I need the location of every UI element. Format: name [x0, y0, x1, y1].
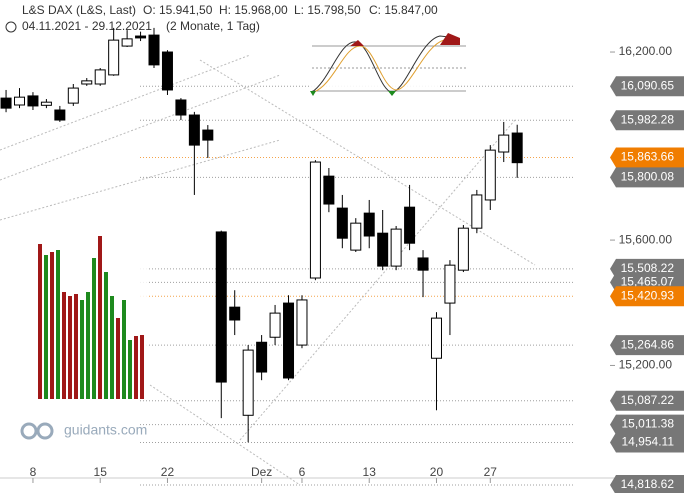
watermark-logo: [20, 422, 54, 440]
price-tag-label: 15,800.08: [621, 170, 675, 184]
volume-inset: [36, 236, 148, 400]
candle-body: [498, 134, 510, 153]
x-tick-label: Dez: [251, 465, 272, 479]
candle-body: [377, 232, 389, 267]
candle-body: [242, 349, 254, 416]
trend-lines: [0, 54, 536, 486]
candle-body: [14, 96, 26, 106]
candle-body: [81, 80, 93, 85]
candle-body: [27, 95, 39, 107]
watermark: guidants.com: [64, 422, 147, 438]
price-tag-label: 15,863.66: [621, 150, 675, 164]
candle-body: [121, 38, 133, 47]
ohlc-open: O: 15.941,50: [143, 3, 213, 17]
x-tick-label: 22: [161, 465, 175, 479]
price-tag: [610, 474, 684, 493]
candle-body: [215, 231, 227, 383]
price-tag-label: 15,508.22: [621, 261, 675, 275]
subtitle-note: (2 Monate, 1 Tag): [166, 19, 260, 33]
candle-body: [229, 306, 241, 321]
ohlc-high: H: 15.968,00: [219, 3, 288, 17]
oscillator-inset: [310, 30, 466, 102]
candle-body: [457, 227, 469, 271]
candle-body: [256, 341, 268, 373]
price-tag-label: 15,420.93: [621, 288, 675, 302]
candle-body: [188, 114, 200, 146]
price-tag-label: 14,954.11: [622, 435, 675, 449]
price-tag: [610, 147, 684, 168]
price-tag: [610, 414, 684, 435]
y-tick-label: 16,200.00: [619, 44, 673, 58]
price-tag-label: 15,011.38: [622, 417, 675, 431]
candle-body: [484, 149, 496, 201]
price-tag-label: 15,264.86: [621, 337, 675, 351]
x-tick-label: 8: [30, 465, 37, 479]
price-tag-label: 15,087.22: [621, 393, 675, 407]
candle-body: [54, 109, 66, 121]
chart-title: L&S DAX (L&S, Last): [22, 3, 136, 17]
price-tag: [610, 110, 684, 131]
ohlc-close: C: 15.847,00: [369, 3, 438, 17]
candle-body: [108, 39, 120, 76]
x-tick-label: 20: [430, 465, 444, 479]
candle-body: [430, 317, 442, 359]
x-tick-label: 15: [94, 465, 108, 479]
price-tag: [610, 76, 684, 97]
candle-body: [0, 97, 12, 109]
ohlc-low: L: 15.798,50: [294, 3, 361, 17]
price-tag: [610, 335, 684, 356]
candle-body: [175, 99, 187, 116]
x-tick-label: 27: [484, 465, 498, 479]
candle-body: [269, 312, 281, 338]
candle-body: [309, 161, 321, 279]
x-tick-label: 6: [299, 465, 306, 479]
candle-body: [471, 194, 483, 229]
candle-body: [135, 35, 147, 39]
price-tag-label: 15,982.28: [621, 112, 675, 126]
candle-body: [511, 132, 523, 164]
candle-body: [417, 257, 429, 271]
candle-body: [40, 101, 52, 106]
x-tick-label: 13: [363, 465, 377, 479]
price-tag: [610, 390, 684, 411]
chart-subtitle: 04.11.2021 - 29.12.2021: [22, 19, 152, 33]
y-tick-label: 15,600.00: [619, 232, 673, 246]
candle-body: [94, 69, 106, 85]
candle-body: [336, 207, 348, 239]
candle-body: [323, 175, 335, 205]
clock-icon: [5, 21, 17, 33]
candle-body: [363, 212, 375, 237]
candle-body: [283, 302, 295, 379]
candle-body: [404, 206, 416, 244]
price-tag: [610, 432, 684, 453]
candle-body: [67, 87, 79, 104]
candle-body: [350, 222, 362, 251]
candle-body: [202, 129, 214, 141]
candle-body: [444, 264, 456, 304]
candle-body: [390, 228, 402, 267]
price-tag-label: 14,818.62: [621, 477, 675, 491]
y-tick-label: 15,200.00: [619, 358, 673, 372]
price-tag: [610, 286, 684, 307]
candle-body: [161, 51, 173, 91]
price-tag-label: 15,465.07: [621, 275, 675, 289]
candle-body: [296, 299, 308, 346]
price-tag: [610, 167, 684, 188]
price-tag-label: 16,090.65: [621, 78, 675, 92]
candle-body: [148, 34, 160, 66]
